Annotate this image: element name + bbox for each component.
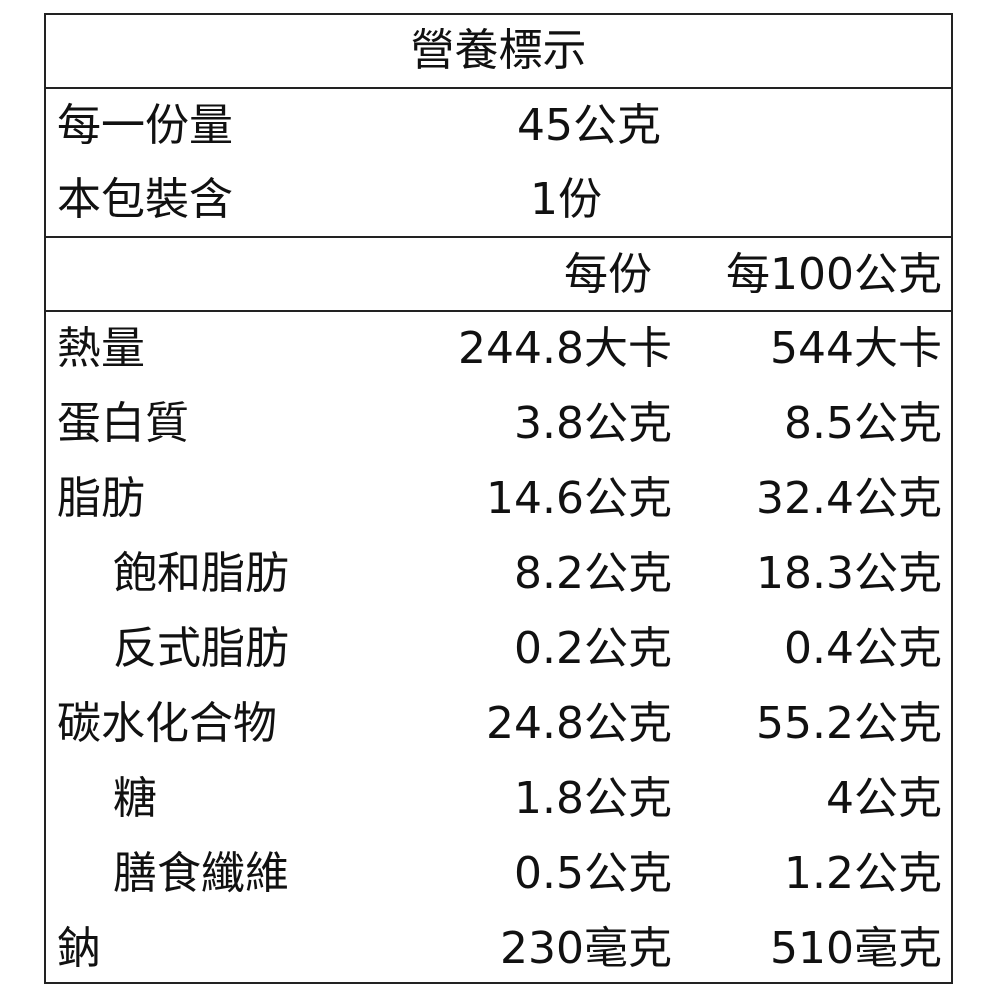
divider xyxy=(44,236,953,238)
nutrient-label: 膳食纖維 xyxy=(113,848,289,899)
nutrient-per-serving: 244.8大卡 xyxy=(458,323,672,374)
label-title: 營養標示 xyxy=(410,25,587,76)
divider xyxy=(44,310,953,312)
nutrient-label: 鈉 xyxy=(57,923,101,974)
header-per-serving: 每份 xyxy=(564,249,652,300)
nutrient-per-100g: 18.3公克 xyxy=(756,548,942,599)
nutrient-label: 脂肪 xyxy=(57,473,145,524)
nutrient-per-100g: 510毫克 xyxy=(770,923,942,974)
nutrient-per-100g: 8.5公克 xyxy=(784,398,942,449)
divider xyxy=(44,87,953,89)
nutrient-per-serving: 8.2公克 xyxy=(514,548,672,599)
nutrient-per-100g: 32.4公克 xyxy=(756,473,942,524)
nutrient-per-100g: 55.2公克 xyxy=(756,698,942,749)
servings-per-package-label: 本包裝含 xyxy=(57,174,233,225)
nutrient-per-100g: 4公克 xyxy=(826,773,942,824)
nutrient-label: 反式脂肪 xyxy=(113,623,289,674)
nutrient-label: 飽和脂肪 xyxy=(113,548,289,599)
nutrient-per-100g: 1.2公克 xyxy=(784,848,942,899)
nutrient-per-serving: 0.2公克 xyxy=(514,623,672,674)
nutrient-per-100g: 544大卡 xyxy=(770,323,942,374)
nutrient-per-100g: 0.4公克 xyxy=(784,623,942,674)
nutrient-label: 蛋白質 xyxy=(57,398,189,449)
nutrient-label: 碳水化合物 xyxy=(57,698,277,749)
nutrient-label: 熱量 xyxy=(57,323,145,374)
serving-size-value: 45公克 xyxy=(517,100,661,151)
header-per-100g: 每100公克 xyxy=(726,249,942,300)
nutrient-per-serving: 24.8公克 xyxy=(486,698,672,749)
nutrient-per-serving: 0.5公克 xyxy=(514,848,672,899)
nutrient-per-serving: 1.8公克 xyxy=(514,773,672,824)
servings-per-package-value: 1份 xyxy=(530,174,602,225)
nutrient-per-serving: 3.8公克 xyxy=(514,398,672,449)
nutrient-per-serving: 230毫克 xyxy=(500,923,672,974)
nutrition-label-border xyxy=(44,13,953,984)
nutrient-label: 糖 xyxy=(113,773,157,824)
nutrient-per-serving: 14.6公克 xyxy=(486,473,672,524)
serving-size-label: 每一份量 xyxy=(57,100,233,151)
